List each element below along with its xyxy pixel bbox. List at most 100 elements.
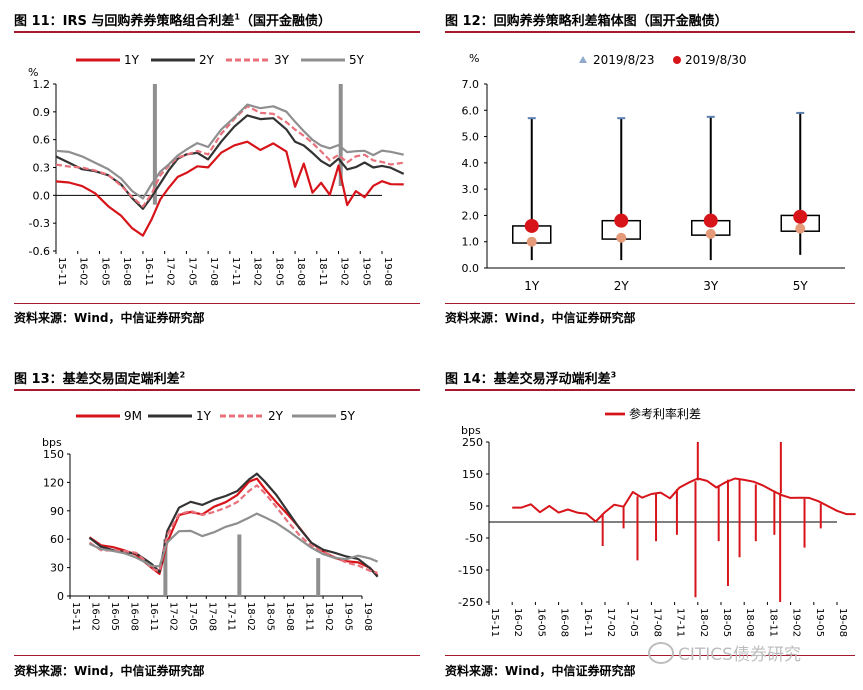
legend-marker-triangle bbox=[579, 56, 587, 63]
chart-11-irs-spread: % -0.6 -0.3 0.0 0.3 0.6 0.9 1.2 15-11 16-02 16-05 1… bbox=[28, 53, 405, 286]
legend-label-3Y: 3Y bbox=[274, 53, 290, 67]
chart-12-title: 图 12：回购养券策略利差箱体图（国开金融债） bbox=[445, 14, 728, 29]
x-tick-label: 17-11 bbox=[230, 257, 241, 286]
legend-label-823: 2019/8/23 bbox=[593, 53, 655, 67]
chart-14-title: 图 14：基差交易浮动端利差3 bbox=[445, 370, 617, 387]
wechat-icon bbox=[648, 641, 674, 664]
x-tick-label: 16-05 bbox=[109, 602, 120, 631]
chart-12-rule bbox=[445, 31, 855, 33]
point-830 bbox=[703, 213, 718, 228]
chart-11-title: 图 11：IRS 与回购养券策略组合利差1（国开金融债） bbox=[14, 12, 331, 29]
y-tick-label: 5.0 bbox=[462, 131, 480, 144]
y-tick-label: 30 bbox=[50, 562, 64, 575]
legend-label-2Y: 2Y bbox=[199, 53, 215, 67]
y-tick-label: 0.3 bbox=[33, 162, 51, 175]
y-unit-label: % bbox=[469, 52, 479, 65]
y-tick-label: 0 bbox=[57, 590, 64, 603]
watermark-text: CITICS债券研究 bbox=[678, 645, 801, 665]
point-830 bbox=[524, 218, 539, 233]
y-tick-label: 150 bbox=[43, 448, 64, 461]
x-tick-label: 18-11 bbox=[304, 602, 315, 631]
point-823 bbox=[795, 223, 806, 234]
x-tick-label: 17-05 bbox=[187, 602, 198, 631]
chart-11-source: 资料来源：Wind，中信证券研究部 bbox=[14, 311, 205, 325]
y-tick-label: 150 bbox=[462, 468, 483, 481]
y-tick-label: 1.0 bbox=[462, 236, 480, 249]
x-tick-label: 19-02 bbox=[323, 602, 334, 631]
y-tick-label: 7.0 bbox=[462, 78, 480, 91]
x-tick-label: 19-05 bbox=[343, 602, 354, 631]
point-830 bbox=[793, 209, 808, 224]
y-tick-label: 2.0 bbox=[462, 209, 480, 222]
point-823 bbox=[616, 232, 627, 243]
x-tick-label: 16-05 bbox=[535, 608, 546, 637]
x-tick-label: 18-05 bbox=[273, 257, 284, 286]
chart-13-rule bbox=[14, 389, 420, 391]
x-tick-label: 19-08 bbox=[382, 257, 393, 286]
y-tick-label: 0.9 bbox=[33, 106, 51, 119]
series-line-1Y bbox=[55, 140, 404, 237]
y-tick-label: 1.2 bbox=[33, 78, 51, 91]
x-tick-label: 18-08 bbox=[295, 257, 306, 286]
chart-13-fixed-spread: bps 0 30 60 90 120 150 15-11 16-02 16-05 16-08 16-1… bbox=[42, 409, 379, 631]
x-tick-label: 19-02 bbox=[339, 257, 350, 286]
chart-13-source: 资料来源：Wind，中信证券研究部 bbox=[14, 664, 205, 678]
series-line-2Y bbox=[88, 484, 378, 574]
chart-13-title: 图 13：基差交易固定端利差2 bbox=[14, 370, 186, 387]
legend-label-830: 2019/8/30 bbox=[685, 53, 747, 67]
series-line-5Y bbox=[89, 512, 379, 568]
y-tick-label: 4.0 bbox=[462, 157, 480, 170]
x-tick-label: 17-11 bbox=[675, 608, 686, 637]
x-tick-label: 18-02 bbox=[698, 608, 709, 637]
x-tick-label: 17-08 bbox=[206, 602, 217, 631]
legend-label-1Y: 1Y bbox=[196, 409, 212, 423]
y-tick-label: 6.0 bbox=[462, 104, 480, 117]
x-tick-label: 16-05 bbox=[99, 257, 110, 286]
x-tick-label: 19-05 bbox=[360, 257, 371, 286]
series-line-2Y bbox=[55, 114, 405, 210]
x-tick-label: 19-05 bbox=[814, 608, 825, 637]
y-tick-label: -50 bbox=[465, 532, 483, 545]
x-tick-label: 16-02 bbox=[89, 602, 100, 631]
y-tick-label: -150 bbox=[458, 564, 483, 577]
x-tick-label: 17-05 bbox=[186, 257, 197, 286]
x-tick-label: 18-02 bbox=[252, 257, 263, 286]
x-tick-label: 18-08 bbox=[744, 608, 755, 637]
legend-label-5Y: 5Y bbox=[340, 409, 356, 423]
chart-12-source: 资料来源：Wind，中信证券研究部 bbox=[445, 311, 636, 325]
y-tick-label: 50 bbox=[469, 500, 483, 513]
x-tick-label: 2Y bbox=[614, 279, 630, 293]
x-tick-label: 3Y bbox=[703, 279, 719, 293]
series-line-5Y bbox=[55, 103, 404, 200]
x-tick-label: 16-11 bbox=[143, 257, 154, 286]
chart-14-rule bbox=[445, 389, 855, 391]
x-tick-label: 15-11 bbox=[70, 602, 81, 631]
x-tick-label: 16-08 bbox=[121, 257, 132, 286]
x-tick-label: 19-08 bbox=[362, 602, 373, 631]
x-tick-label: 17-05 bbox=[628, 608, 639, 637]
point-823 bbox=[526, 236, 537, 247]
y-tick-label: -0.6 bbox=[29, 245, 50, 258]
x-tick-label: 18-11 bbox=[767, 608, 778, 637]
x-tick-label: 16-08 bbox=[559, 608, 570, 637]
y-tick-label: 0.6 bbox=[33, 134, 51, 147]
x-tick-label: 18-08 bbox=[284, 602, 295, 631]
x-tick-label: 1Y bbox=[524, 279, 540, 293]
y-unit-label: bps bbox=[42, 436, 62, 449]
watermark: CITICS债券研究 bbox=[648, 640, 801, 665]
x-tick-label: 17-02 bbox=[165, 257, 176, 286]
y-tick-label: -250 bbox=[458, 596, 483, 609]
legend-label-1Y: 1Y bbox=[124, 53, 140, 67]
x-tick-label: 17-02 bbox=[605, 608, 616, 637]
legend-marker-dot bbox=[673, 56, 681, 64]
point-830 bbox=[614, 213, 629, 228]
chart-12-rule-bottom bbox=[445, 303, 855, 304]
chart-14-source: 资料来源：Wind，中信证券研究部 bbox=[445, 664, 636, 678]
x-tick-label: 17-08 bbox=[208, 257, 219, 286]
x-tick-label: 19-02 bbox=[791, 608, 802, 637]
y-tick-label: 250 bbox=[462, 436, 483, 449]
x-tick-label: 18-05 bbox=[265, 602, 276, 631]
chart-11-rule bbox=[14, 31, 420, 33]
x-tick-label: 16-11 bbox=[582, 608, 593, 637]
chart-14-float-spread: bps -250 -150 -50 50 150 250 15-11 16-02 16-05 16-… bbox=[458, 406, 856, 637]
